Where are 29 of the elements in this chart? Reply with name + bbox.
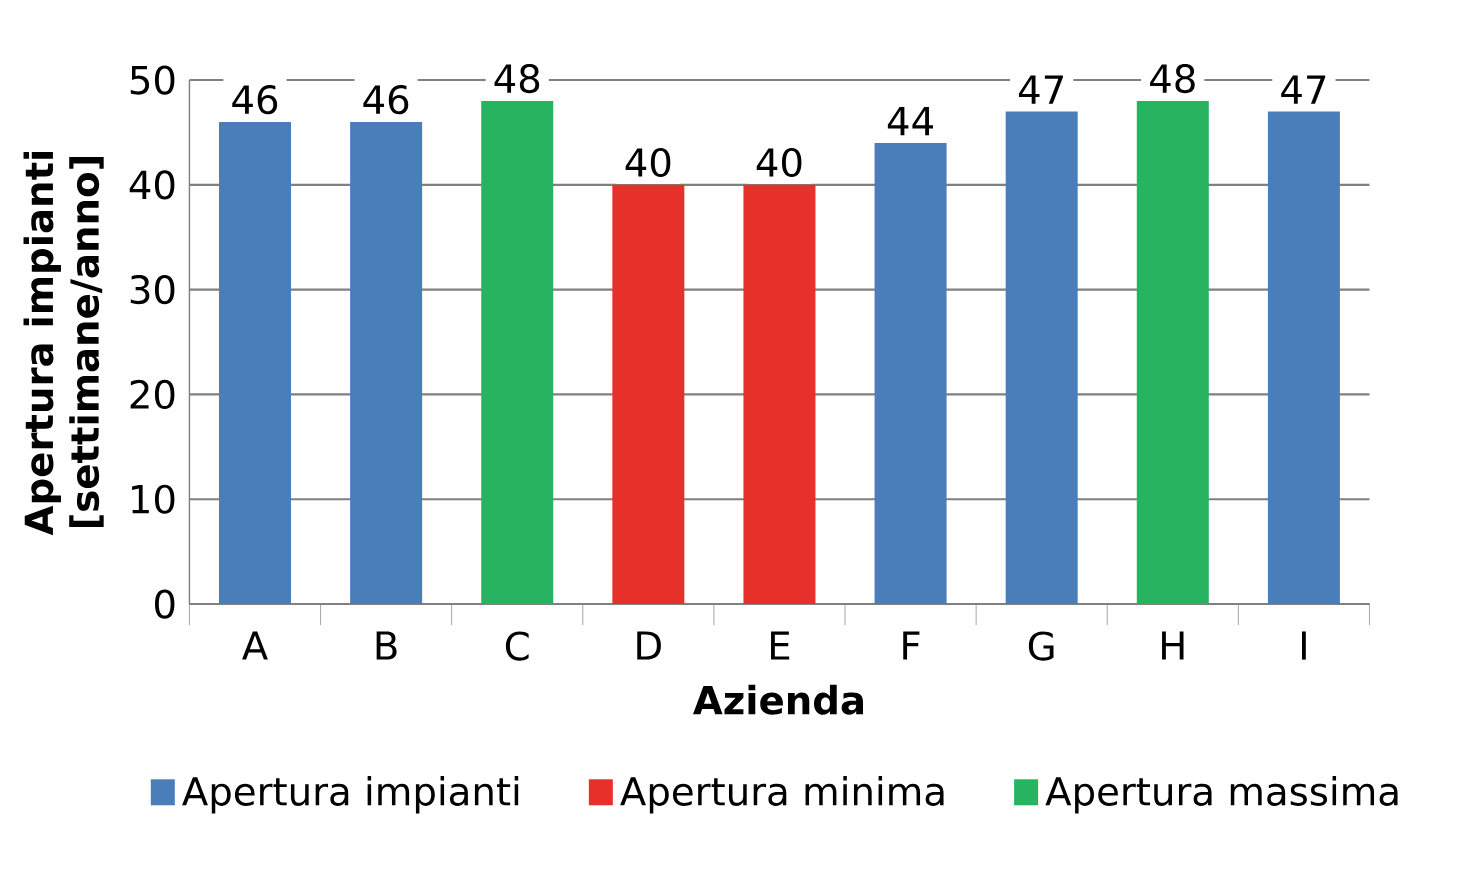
- data-label: 48: [1150, 64, 1195, 94]
- x-tick-label: D: [637, 631, 661, 660]
- y-tick-label: 10: [132, 484, 175, 514]
- x-tick-label: B: [376, 631, 397, 660]
- legend-label: Apertura impianti: [182, 775, 519, 814]
- x-tick-label: I: [1302, 631, 1306, 660]
- x-tick-label: E: [771, 631, 790, 660]
- x-tick-label: F: [903, 631, 920, 660]
- x-tick-label: H: [1162, 631, 1184, 660]
- y-tick-label: 0: [154, 589, 175, 619]
- data-label: 46: [363, 85, 409, 115]
- data-label: 40: [625, 147, 671, 178]
- data-label: 48: [494, 64, 540, 94]
- data-label: 47: [1281, 75, 1326, 104]
- legend-label: Apertura massima: [1045, 775, 1398, 814]
- y-tick-label: 50: [130, 65, 175, 95]
- x-axis-title: Azienda: [693, 684, 864, 715]
- y-tick-label: 40: [129, 170, 175, 200]
- x-tick-label: C: [505, 631, 529, 661]
- data-label: 40: [756, 147, 802, 178]
- data-label: 44: [887, 107, 933, 136]
- y-tick-label: 30: [130, 275, 175, 305]
- y-axis-title: Apertura impianti [settimane/anno]: [23, 151, 104, 536]
- x-tick-label: A: [242, 631, 268, 660]
- data-label: 47: [1018, 75, 1063, 104]
- y-tick-label: 20: [130, 379, 175, 410]
- data-label: 46: [232, 85, 278, 115]
- legend-label: Apertura minima: [620, 775, 944, 814]
- x-tick-label: G: [1028, 631, 1054, 661]
